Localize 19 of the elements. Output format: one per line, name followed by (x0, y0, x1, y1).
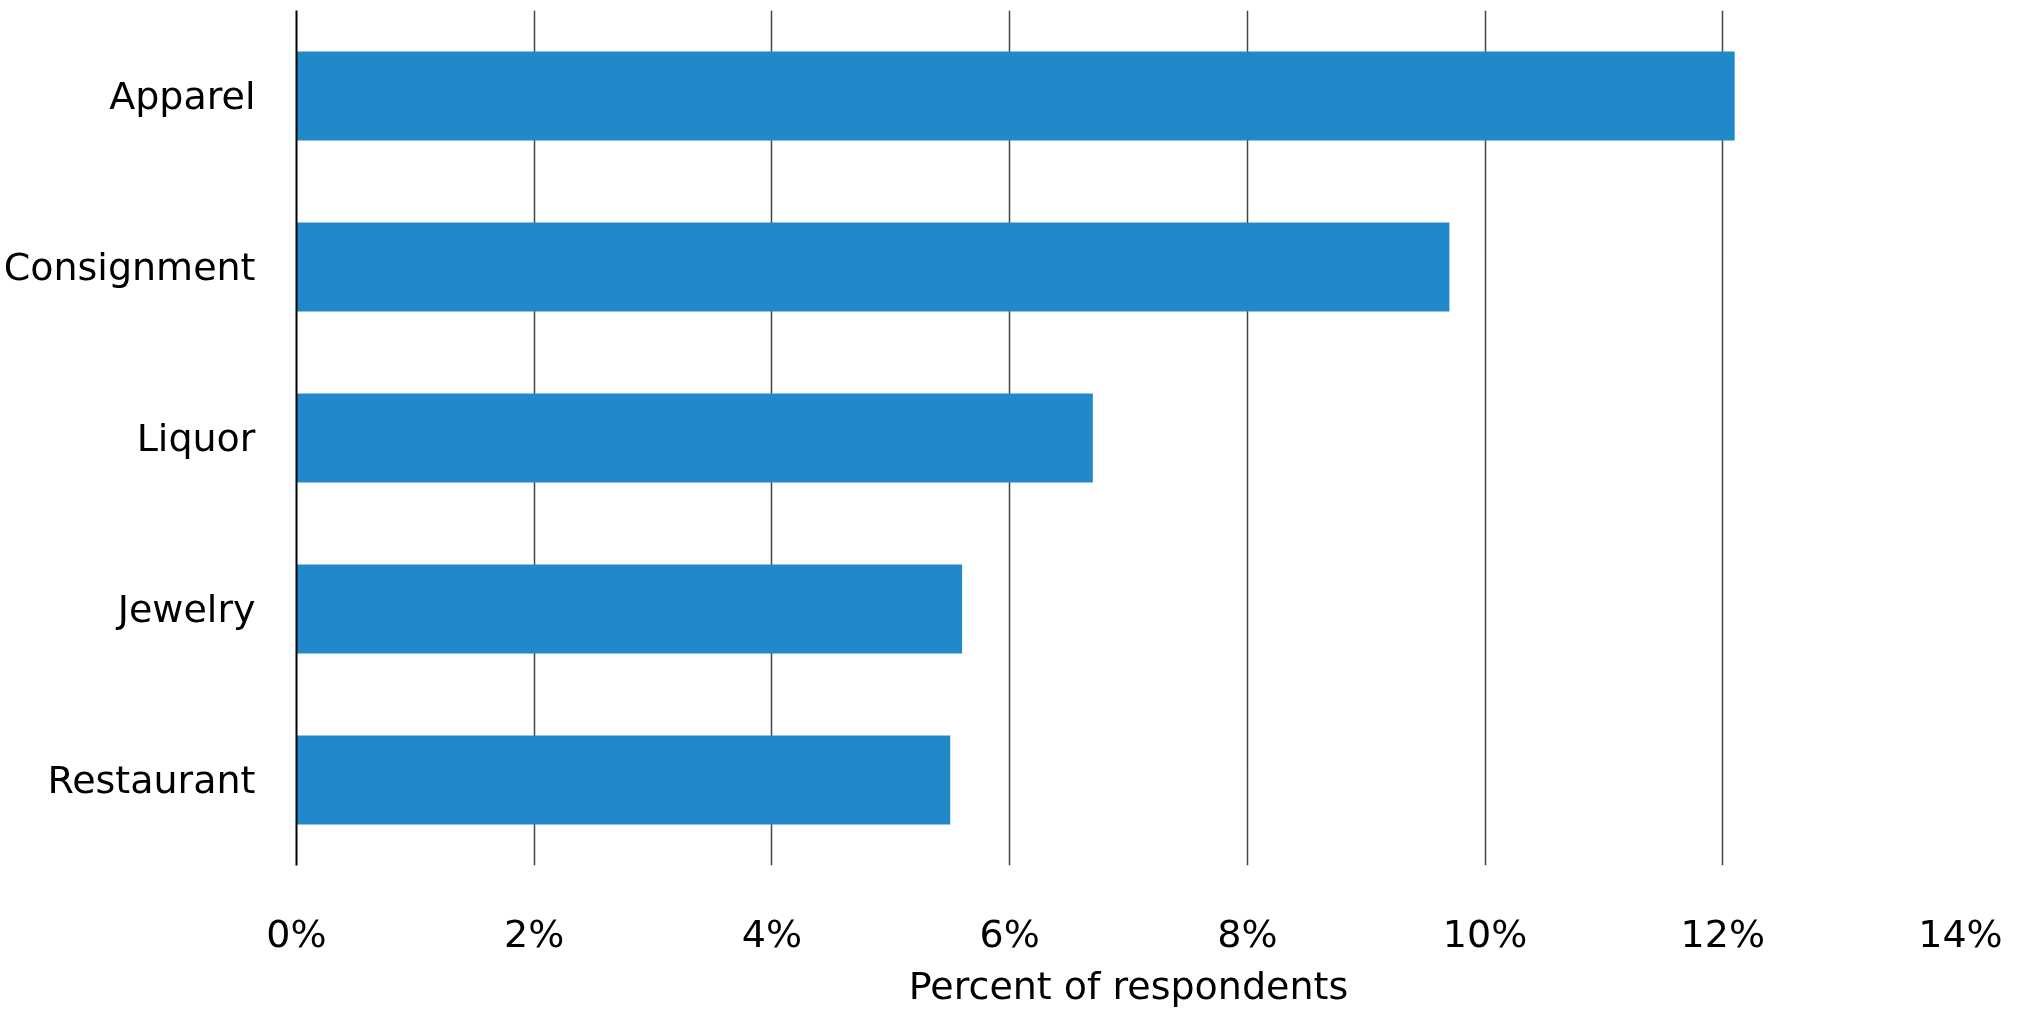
x-tick-label: 2% (504, 911, 565, 956)
y-tick-label: Jewelry (115, 587, 256, 631)
x-tick-label: 10% (1442, 911, 1528, 956)
bar (296, 564, 963, 654)
bar (296, 393, 1093, 483)
x-tick-label: 4% (741, 911, 803, 956)
x-tick-label: 0% (266, 911, 327, 956)
bar (296, 222, 1450, 312)
x-tick-label: 14% (1918, 911, 2003, 956)
x-tick-label: 12% (1680, 911, 1766, 956)
y-tick-label: Restaurant (47, 758, 256, 802)
bar (296, 51, 1735, 141)
y-tick-label: Apparel (109, 74, 256, 118)
y-tick-label: Liquor (136, 416, 256, 460)
bar (296, 735, 951, 825)
x-axis-title: Percent of respondents (908, 963, 1349, 1008)
y-tick-label: Consignment (3, 245, 256, 289)
x-tick-label: 8% (1217, 911, 1278, 956)
x-tick-label: 6% (979, 911, 1040, 956)
